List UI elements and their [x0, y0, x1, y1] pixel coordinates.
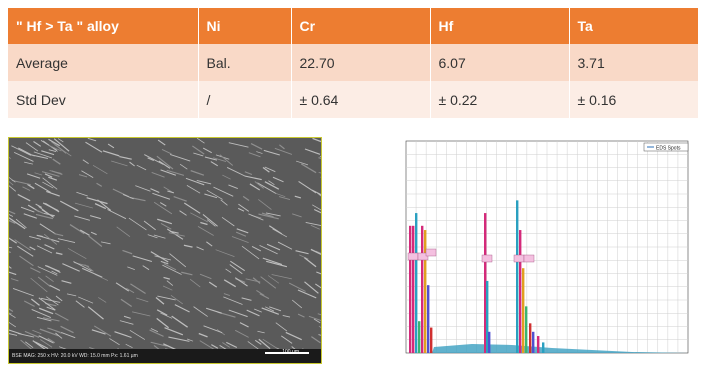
header-cr: Cr: [291, 8, 431, 44]
cell-hf: ± 0.22: [430, 81, 570, 118]
cell-cr: 22.70: [291, 44, 431, 81]
sem-info-bar: BSE MAG: 250 x HV: 20.0 kV WD: 15.0 mm P…: [9, 349, 321, 363]
cell-cr: ± 0.64: [291, 81, 431, 118]
eds-spectrum: EDS Spots: [382, 131, 694, 365]
sem-info-text: BSE MAG: 250 x HV: 20.0 kV WD: 15.0 mm P…: [12, 353, 138, 359]
header-ni: Ni: [198, 8, 292, 44]
scale-bar: [265, 352, 309, 354]
header-ta: Ta: [569, 8, 698, 44]
cell-label: Std Dev: [8, 81, 199, 118]
cell-hf: 6.07: [430, 44, 570, 81]
composition-table: " Hf > Ta " alloy Ni Cr Hf Ta Average Ba…: [8, 8, 698, 118]
table-row-std-dev: Std Dev / ± 0.64 ± 0.22 ± 0.16: [8, 81, 698, 118]
cell-ni: Bal.: [198, 44, 292, 81]
cell-ta: 3.71: [569, 44, 698, 81]
cell-label: Average: [8, 44, 199, 81]
legend-label: EDS Spots: [656, 146, 681, 152]
microstructure-texture: [9, 138, 321, 349]
sem-micrograph: BSE MAG: 250 x HV: 20.0 kV WD: 15.0 mm P…: [8, 137, 322, 364]
header-alloy: " Hf > Ta " alloy: [8, 8, 199, 44]
header-hf: Hf: [430, 8, 570, 44]
eds-spectrum-plot: EDS Spots: [405, 140, 689, 354]
cell-ta: ± 0.16: [569, 81, 698, 118]
cell-ni: /: [198, 81, 292, 118]
table-header-row: " Hf > Ta " alloy Ni Cr Hf Ta: [8, 8, 698, 44]
table-row-average: Average Bal. 22.70 6.07 3.71: [8, 44, 698, 81]
